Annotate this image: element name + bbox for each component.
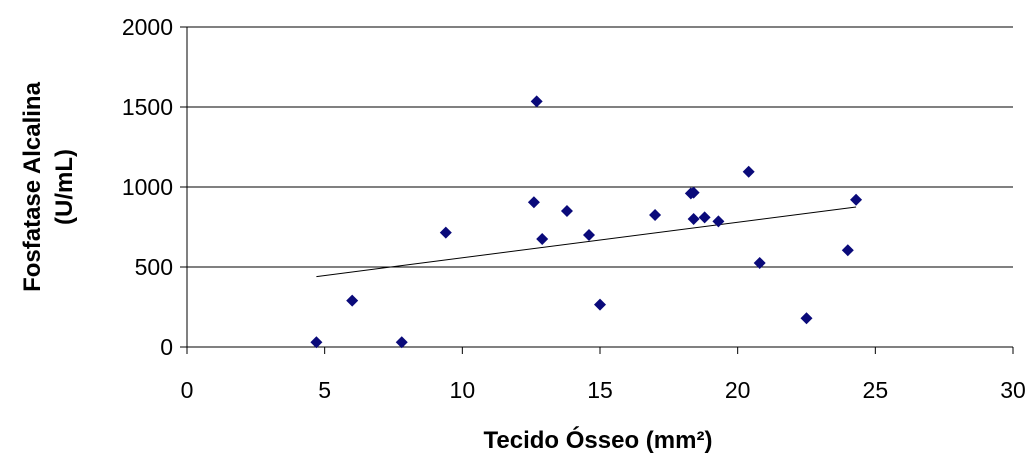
x-tick-label: 20 <box>725 377 751 403</box>
data-point-diamond <box>536 233 549 245</box>
x-tick-label: 0 <box>181 377 194 403</box>
y-tick-label: 1500 <box>122 94 173 120</box>
data-point-diamond <box>530 95 543 108</box>
data-point-diamond <box>395 336 408 349</box>
x-tick-label: 30 <box>1000 377 1026 403</box>
y-tick-label: 500 <box>135 254 173 280</box>
data-points <box>310 95 863 349</box>
y-axis-title-line-1: Fosfatase Alcalina <box>19 81 46 292</box>
axes <box>180 26 1014 354</box>
x-tick-label: 25 <box>863 377 889 403</box>
data-point-diamond <box>800 312 813 325</box>
x-tick-label: 15 <box>587 377 613 403</box>
data-point-diamond <box>841 244 854 257</box>
x-tick-label: 5 <box>318 377 331 403</box>
data-point-diamond <box>712 215 725 228</box>
data-point-diamond <box>687 186 700 199</box>
tick-labels: 0 500 1000 1500 2000 0 5 10 15 20 25 30 <box>122 14 1026 403</box>
x-tick-label: 10 <box>450 377 476 403</box>
data-point-diamond <box>346 294 359 307</box>
y-tick-label: 0 <box>160 334 173 360</box>
data-point-diamond <box>687 213 700 225</box>
data-point-diamond <box>850 193 863 206</box>
x-axis-title: Tecido Ósseo (mm²) <box>484 426 713 454</box>
trendline-layer <box>316 206 857 278</box>
trendline <box>316 206 857 278</box>
data-point-diamond <box>698 211 711 224</box>
data-point-diamond <box>753 257 766 269</box>
data-point-diamond <box>742 165 755 178</box>
data-point-diamond <box>560 205 573 217</box>
data-point-diamond <box>527 196 540 209</box>
y-tick-label: 2000 <box>122 14 173 40</box>
data-point-diamond <box>582 229 595 241</box>
gridlines <box>187 26 1013 268</box>
data-point-diamond <box>649 209 662 221</box>
data-point-diamond <box>594 298 606 311</box>
y-axis-title-line-2: (U/mL) <box>51 149 78 225</box>
data-point-diamond <box>310 336 323 349</box>
data-point-diamond <box>439 226 452 239</box>
y-tick-label: 1000 <box>122 174 173 200</box>
